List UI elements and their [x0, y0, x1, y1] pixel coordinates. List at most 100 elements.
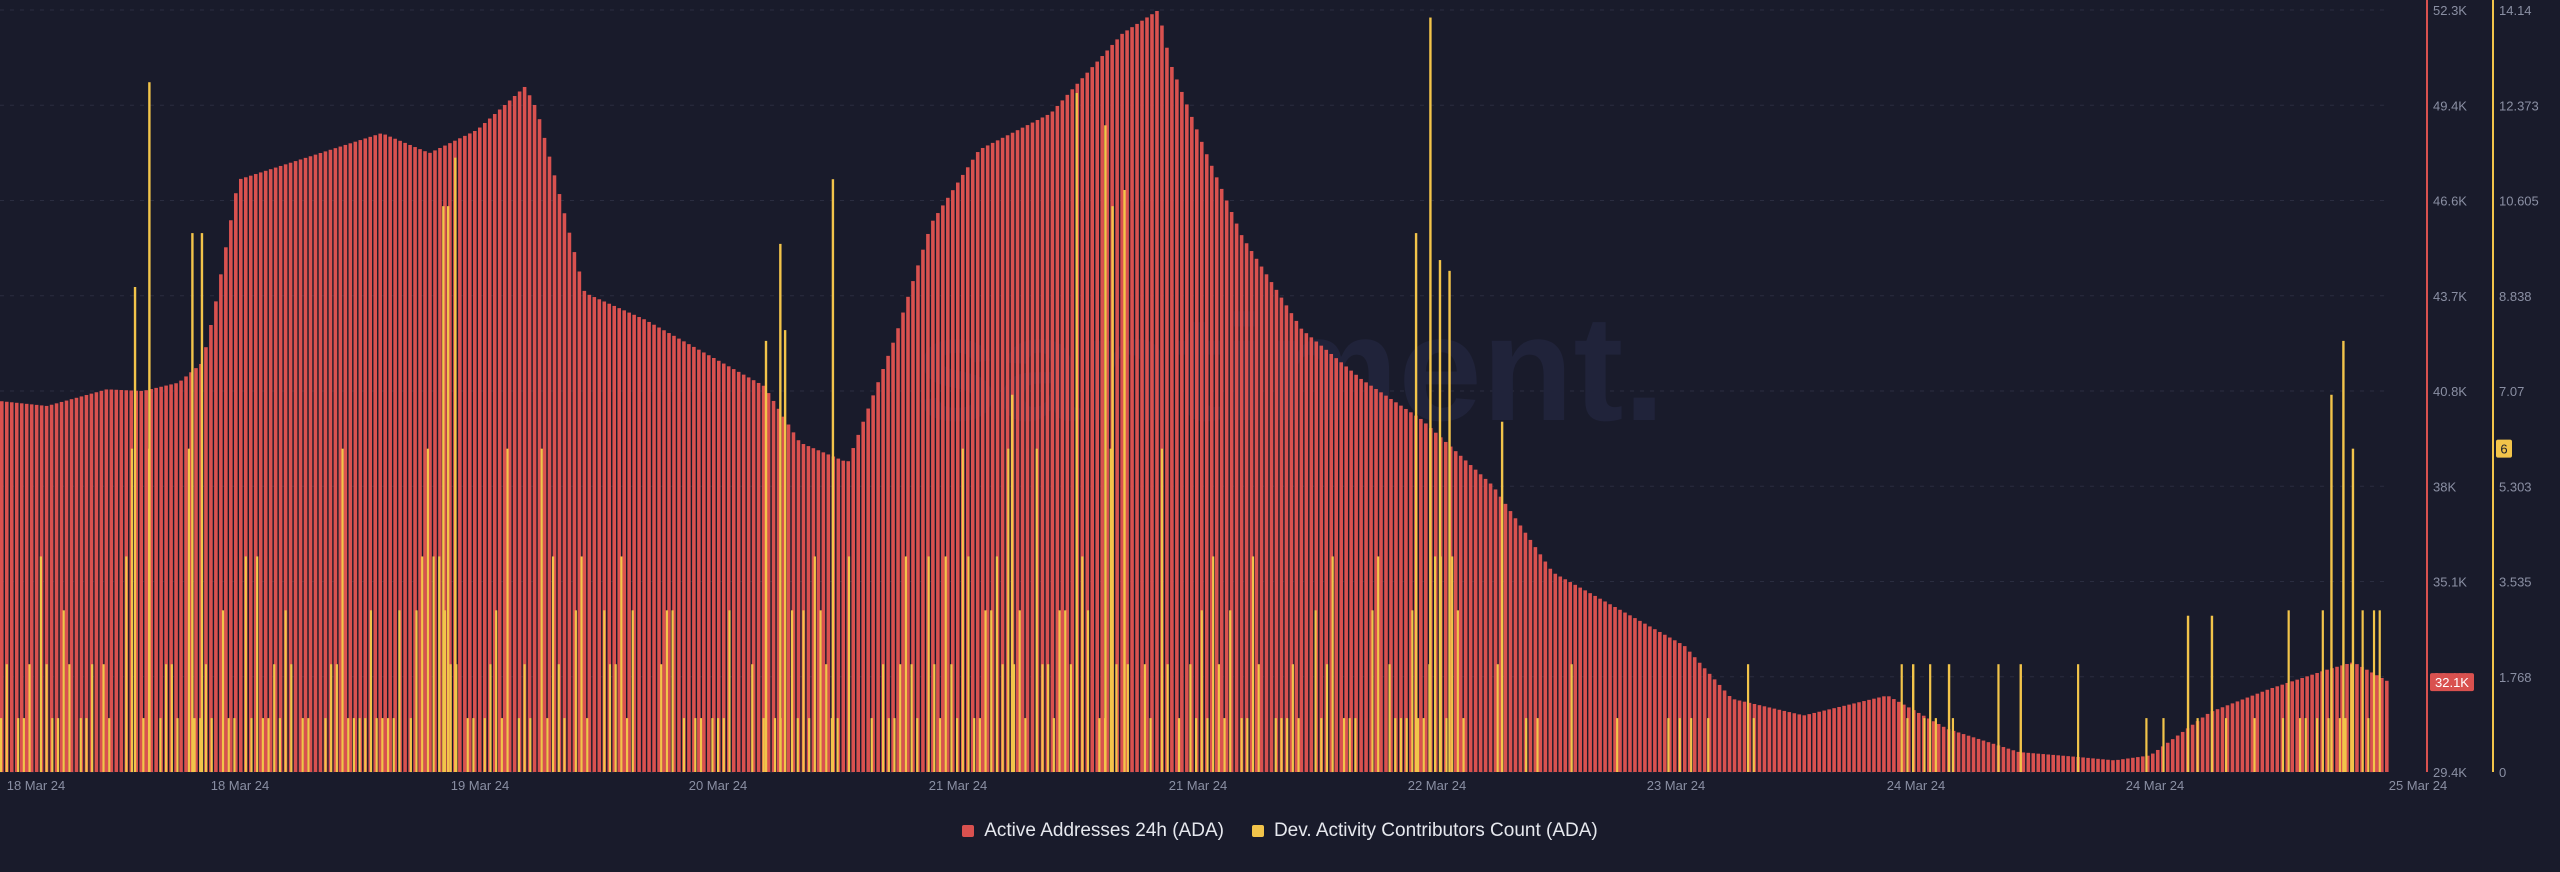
dev-activity-spike: [1947, 664, 1951, 772]
active-address-bar: [1528, 539, 1533, 772]
active-address-bar: [54, 403, 59, 772]
active-address-bar: [44, 405, 49, 772]
dev-activity-spike: [1104, 125, 1107, 772]
active-address-bar: [1931, 721, 1936, 772]
dev-activity-bar: [2321, 610, 2324, 772]
dev-activity-bar: [1377, 556, 1380, 772]
active-address-bar: [502, 105, 507, 772]
active-address-bar: [1593, 595, 1597, 772]
active-address-bar: [119, 390, 124, 772]
dev-activity-bar: [1047, 664, 1050, 772]
y-axis-right-tick: 12.373: [2499, 98, 2539, 113]
active-address-bar: [2255, 693, 2260, 772]
active-address-bar: [229, 220, 233, 772]
dev-activity-bar: [1177, 718, 1181, 772]
dev-activity-bar: [204, 664, 208, 772]
active-address-bar: [1981, 740, 1986, 772]
dev-activity-bar: [1616, 718, 1619, 772]
active-address-bar: [1508, 511, 1513, 772]
legend-item-active-addresses[interactable]: Active Addresses 24h (ADA): [962, 820, 1224, 842]
active-address-bar: [936, 213, 940, 773]
active-address-bar: [956, 182, 960, 773]
active-address-bar: [995, 140, 1000, 773]
active-address-bar: [1852, 703, 1856, 772]
active-address-bar: [1478, 474, 1483, 772]
active-address-bar: [2121, 759, 2125, 772]
active-address-bar: [268, 169, 273, 772]
active-address-bar: [816, 450, 821, 772]
dev-activity-spike: [1429, 17, 1432, 773]
dev-activity-bar: [1690, 718, 1693, 772]
dev-activity-bar: [330, 664, 333, 772]
dev-activity-bar: [893, 718, 896, 772]
dev-activity-bar: [1342, 718, 1346, 772]
dev-activity-spike: [191, 233, 194, 773]
active-address-bar: [1493, 489, 1498, 772]
active-address-bar: [1130, 27, 1134, 772]
active-address-bar: [637, 317, 641, 772]
active-address-bar: [1404, 408, 1408, 772]
active-address-bar: [1349, 370, 1353, 772]
current-value-label-left: 32.1K: [2435, 675, 2469, 690]
active-address-bar: [492, 114, 497, 772]
dev-activity-bar: [1667, 718, 1670, 772]
active-address-bar: [1961, 734, 1966, 772]
dev-activity-spike: [1912, 664, 1915, 772]
dev-activity-bar: [290, 664, 293, 772]
dev-activity-bar: [2304, 718, 2307, 772]
dev-activity-bar: [187, 448, 190, 772]
active-address-bar: [2141, 756, 2145, 772]
dev-activity-bar: [438, 556, 441, 772]
active-address-bar: [682, 341, 686, 772]
active-address-bar: [1175, 79, 1179, 772]
dev-activity-bar: [102, 664, 105, 772]
active-address-bar: [2170, 739, 2175, 772]
active-address-bar: [1618, 609, 1622, 772]
active-address-bar: [717, 360, 721, 772]
active-address-bar: [1224, 200, 1229, 772]
dev-activity-bar: [916, 718, 919, 772]
active-address-bar: [1334, 358, 1338, 772]
x-axis-tick: 21 Mar 24: [1169, 778, 1228, 793]
active-address-bar: [323, 151, 328, 772]
dev-activity-bar: [984, 610, 987, 772]
active-address-bar: [941, 205, 945, 773]
active-address-bar: [2041, 754, 2046, 772]
dev-activity-bar: [358, 718, 361, 772]
dev-activity-spike: [1075, 92, 1078, 773]
active-address-bar: [1558, 576, 1563, 772]
active-address-bar: [652, 324, 656, 772]
dev-activity-bar: [1456, 610, 1459, 772]
active-address-bar: [1633, 618, 1637, 772]
dev-activity-bar: [1286, 718, 1289, 772]
dev-activity-bar: [1411, 610, 1414, 772]
active-address-bar: [398, 140, 402, 772]
active-address-bar: [2285, 682, 2290, 772]
dev-activity-bar: [1200, 610, 1203, 772]
active-address-bar: [1687, 651, 1692, 772]
active-address-bar: [542, 137, 547, 772]
active-address-bar: [746, 377, 751, 772]
dev-activity-bar: [1149, 718, 1152, 772]
dev-activity-bar: [910, 664, 913, 772]
dev-activity-bar: [1251, 556, 1255, 772]
dev-activity-bar: [1126, 664, 1129, 772]
dev-activity-bar: [39, 556, 43, 772]
active-address-bar: [1030, 122, 1035, 772]
active-address-bar: [1742, 701, 1747, 772]
legend-item-dev-activity[interactable]: Dev. Activity Contributors Count (ADA): [1251, 820, 1598, 842]
dev-activity-bar: [1052, 718, 1055, 772]
dev-activity-bar: [1923, 718, 1926, 772]
active-address-bar: [74, 397, 79, 772]
dev-activity-bar: [819, 610, 822, 772]
dev-activity-bar: [341, 448, 344, 772]
active-address-bar: [2061, 755, 2065, 772]
active-address-bar: [1872, 698, 1876, 772]
active-address-bar: [547, 156, 552, 772]
active-address-bar: [607, 303, 612, 772]
dev-activity-bar: [603, 610, 606, 772]
active-address-bar: [413, 147, 417, 773]
dev-activity-bar: [1746, 664, 1750, 772]
dev-activity-bar: [586, 718, 589, 772]
dev-activity-bar: [694, 718, 697, 772]
